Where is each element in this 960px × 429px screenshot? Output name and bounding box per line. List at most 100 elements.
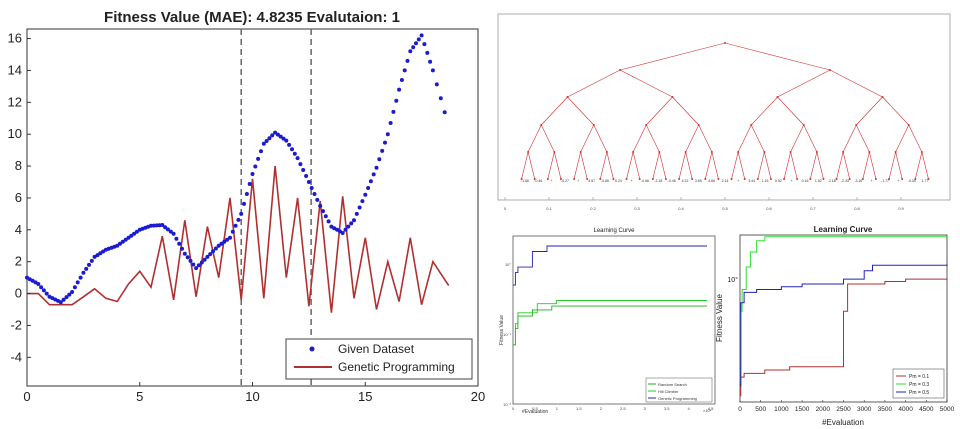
tree-node (573, 178, 576, 180)
y-tick-label: 16 (8, 31, 22, 46)
dataset-point (422, 42, 427, 47)
tree-node (592, 124, 595, 126)
learning-curve-methods-ylabel: Fitness Value (499, 315, 505, 345)
tree-leaf-label: -0.66 (641, 179, 649, 183)
tree-edge (541, 96, 568, 126)
dataset-point (44, 291, 49, 296)
legend-box (645, 377, 713, 403)
tree-edge (777, 96, 804, 126)
tree-edge (580, 151, 588, 180)
tree-edge (685, 124, 700, 153)
gp-series-line (27, 166, 450, 313)
tree-node (776, 96, 779, 98)
legend-label: Genetic Programming (658, 396, 697, 401)
tree-node (586, 178, 589, 180)
dataset-point (213, 246, 218, 251)
dataset-point (397, 87, 402, 92)
gp-tree-panel: -1.66 -0.46 + -0.27 +4.57 -0.66 0.24 + -0.66 -2.1… (497, 13, 951, 211)
dataset-point (284, 138, 289, 143)
tree-edge (764, 151, 772, 180)
tree-edge (646, 96, 673, 126)
tree-edge (750, 124, 765, 153)
legend-label: Pm = 0.3 (909, 382, 929, 388)
tree-edge (573, 151, 581, 180)
tree-edge (810, 151, 818, 180)
tree-edge (895, 124, 910, 153)
tree-node (743, 178, 746, 180)
tree-leaf-label: + (737, 179, 739, 183)
dataset-point (126, 235, 131, 240)
dataset-point (182, 251, 187, 256)
dataset-point (267, 136, 272, 141)
dataset-point (216, 243, 221, 248)
dataset-point (414, 41, 418, 46)
y-tick-label: 12 (8, 94, 22, 109)
tree-edge (521, 151, 529, 180)
dataset-point (357, 205, 362, 210)
dataset-point (256, 156, 261, 161)
tree-leaf-label: 3.44 (748, 179, 755, 183)
tree-node (920, 151, 923, 153)
dataset-point (419, 33, 424, 38)
y-tick-label: 10° (727, 276, 738, 284)
dataset-point (402, 68, 407, 73)
tree-edge (737, 151, 745, 180)
dataset-point (151, 223, 156, 228)
legend-label: Hill Climber (658, 389, 679, 394)
tree-leaf-label: + (577, 179, 579, 183)
tree-edge (580, 124, 595, 153)
dataset-point (366, 186, 371, 190)
tree-edge (803, 124, 818, 153)
tree-leaf-label: + (871, 179, 873, 183)
dataset-point (385, 132, 390, 137)
dataset-point (368, 179, 373, 184)
dataset-point (236, 217, 241, 222)
tree-edge (862, 151, 870, 180)
dataset-point (250, 172, 255, 176)
tree-edge (855, 124, 870, 153)
tree-leaf-label: -0.46 (534, 179, 542, 183)
tree-edge (842, 124, 857, 153)
dataset-point (129, 233, 134, 238)
dataset-point (120, 239, 125, 244)
learning-curve-methods-legend: Random Search Hill Climber Genetic Program… (645, 377, 713, 403)
tree-node (796, 178, 799, 180)
dataset-point (208, 252, 213, 257)
tree-edge (567, 69, 621, 98)
dataset-point (321, 209, 325, 214)
dataset-point (292, 151, 297, 156)
dataset-point (132, 231, 137, 236)
legend-dataset-marker (309, 346, 315, 352)
dataset-point (306, 180, 311, 184)
tree-node (815, 151, 818, 153)
tree-node (842, 151, 845, 153)
tree-edge (816, 151, 824, 180)
tree-edge (540, 124, 555, 153)
dataset-point (405, 58, 410, 63)
dataset-point (163, 225, 168, 230)
tree-node (599, 178, 602, 180)
tree-node (737, 151, 740, 153)
x-tick-label: 1 (556, 406, 559, 411)
x-tick-label: 2.5 (620, 406, 626, 411)
series-line-0 (740, 276, 948, 397)
dataset-point (177, 241, 182, 246)
tree-leaf-label: 4.66 (708, 179, 715, 183)
y-tick-label: -4 (10, 349, 22, 364)
dataset-point (428, 59, 433, 64)
tree-node (907, 124, 910, 126)
tree-leaf-label: -2.18 (654, 179, 662, 183)
dataset-point (211, 249, 215, 254)
tree-node (717, 178, 720, 180)
tree-node (822, 178, 825, 180)
y-tick-label: 10⁻¹ (503, 332, 512, 337)
y-tick-label: 4 (15, 222, 22, 237)
tree-node (553, 151, 556, 153)
tree-leaf-label: 1.15 (762, 179, 769, 183)
dataset-point (196, 263, 201, 268)
dataset-point (309, 186, 314, 190)
tree-node (710, 151, 713, 153)
x-tick-label: 2000 (816, 406, 831, 413)
gp-tree-axes (497, 13, 951, 201)
tree-leaf-label: 0.16 (802, 179, 809, 183)
